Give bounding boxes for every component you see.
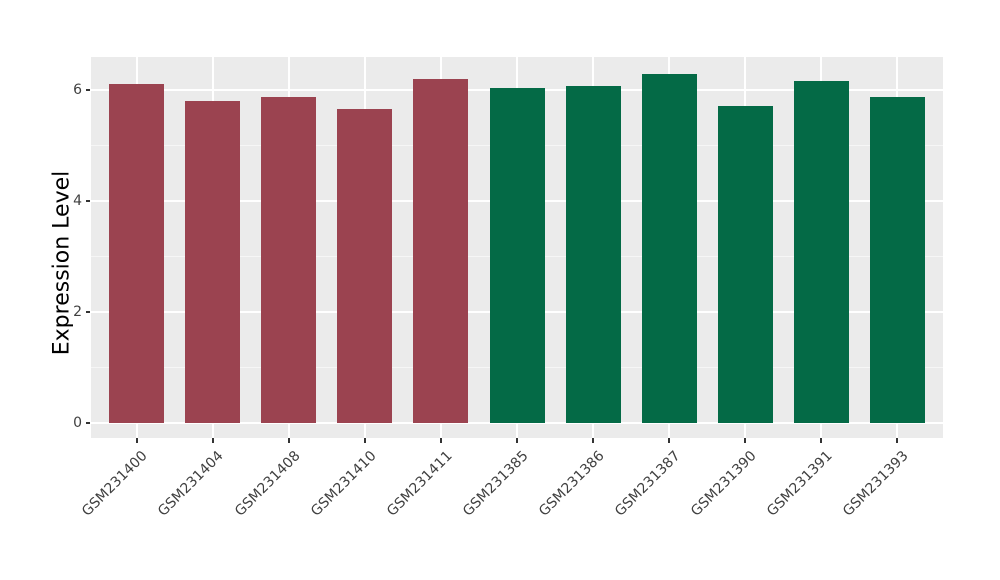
bar-GSM231387: [641, 73, 697, 423]
x-tick-label: GSM231410: [307, 448, 380, 520]
y-tick-label: 2: [73, 304, 82, 320]
y-tick-mark: [86, 311, 90, 313]
x-tick-label: GSM231387: [611, 448, 684, 520]
x-tick-mark: [820, 438, 823, 443]
x-tick-label: GSM231411: [383, 448, 456, 520]
x-tick-label: GSM231408: [231, 448, 304, 520]
x-tick-label: GSM231404: [155, 448, 228, 520]
x-tick-label: GSM231393: [840, 448, 912, 520]
x-tick-label: GSM231386: [535, 448, 608, 520]
x-tick-mark: [363, 438, 366, 443]
bar-GSM231391: [793, 80, 849, 423]
bar-GSM231400: [109, 83, 165, 423]
x-tick-mark: [668, 438, 671, 443]
x-tick-label: GSM231391: [763, 448, 836, 520]
y-tick-mark: [86, 422, 90, 424]
plot-panel: [91, 57, 943, 438]
bar-GSM231390: [717, 105, 773, 423]
x-tick-mark: [211, 438, 214, 443]
x-tick-label: GSM231400: [79, 448, 151, 520]
bar-GSM231408: [261, 96, 317, 423]
bar-GSM231410: [337, 108, 393, 423]
x-tick-label: GSM231390: [687, 448, 760, 520]
x-tick-mark: [439, 438, 442, 443]
x-tick-mark: [592, 438, 595, 443]
x-tick-mark: [287, 438, 290, 443]
bar-GSM231386: [565, 86, 621, 423]
x-tick-mark: [135, 438, 138, 443]
bar-GSM231385: [489, 88, 545, 423]
y-tick-label: 6: [73, 82, 82, 98]
y-tick-label: 4: [73, 193, 82, 209]
y-tick-mark: [86, 200, 90, 202]
y-tick-label: 0: [73, 415, 82, 431]
y-tick-mark: [86, 89, 90, 91]
x-tick-mark: [516, 438, 518, 443]
x-tick-mark: [744, 438, 747, 443]
bar-GSM231411: [413, 79, 469, 423]
bar-GSM231404: [185, 100, 241, 423]
x-tick-mark: [896, 438, 899, 443]
bar-GSM231393: [869, 96, 925, 423]
x-tick-label: GSM231385: [459, 448, 532, 520]
